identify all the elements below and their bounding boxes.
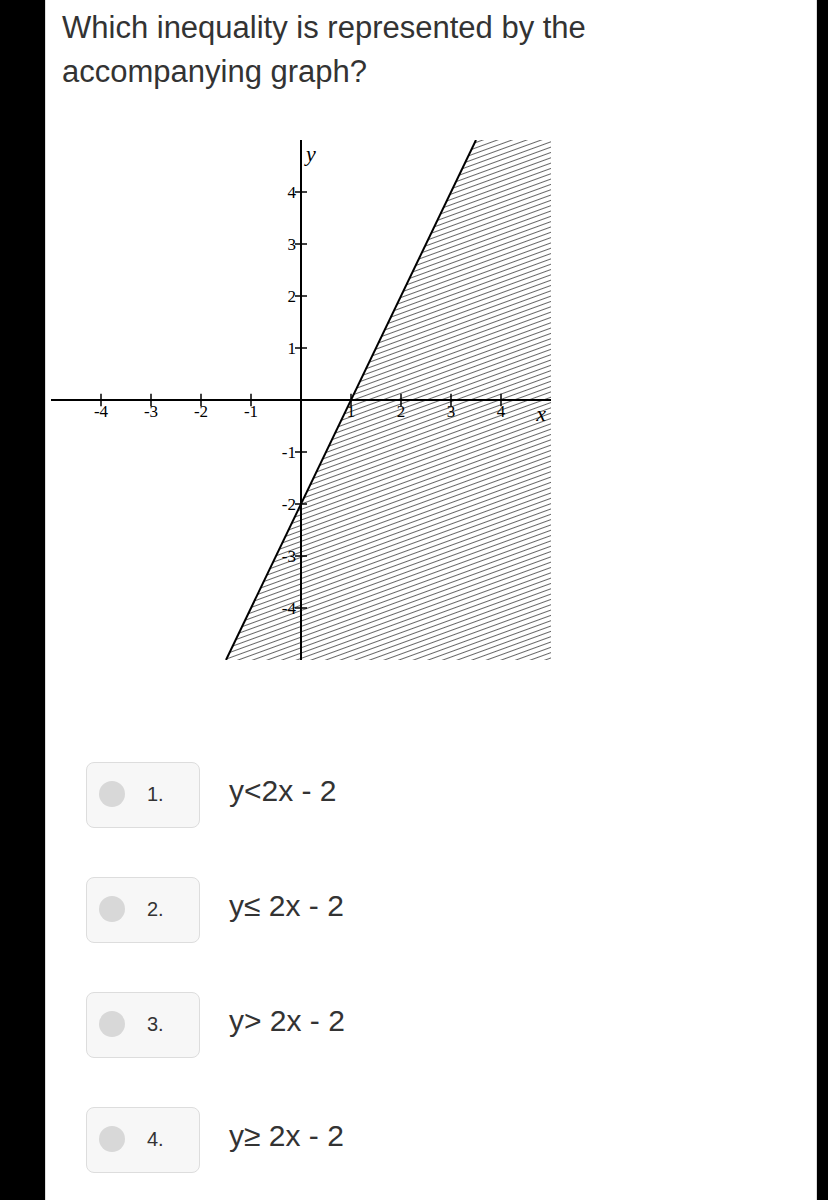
html-text:1.: 1. [147, 783, 164, 805]
svg-text:-2: -2 [194, 402, 208, 421]
svg-text:4: 4 [497, 402, 506, 421]
svg-text:-2: -2 [282, 495, 296, 514]
html-text:3.: 3. [147, 1013, 164, 1035]
svg-text:-3: -3 [282, 547, 296, 566]
svg-text:2: 2 [397, 402, 406, 421]
svg-text:-4: -4 [94, 402, 109, 421]
svg-text:3: 3 [288, 235, 297, 254]
svg-text:-1: -1 [244, 402, 258, 421]
svg-text:4: 4 [288, 183, 297, 202]
svg-text:y: y [304, 141, 316, 166]
svg-text:1: 1 [288, 339, 297, 358]
html-text:y≤ 2x - 2: y≤ 2x - 2 [229, 889, 344, 922]
svg-text:-4: -4 [282, 599, 297, 618]
svg-text:-1: -1 [282, 443, 296, 462]
svg-text:-3: -3 [144, 402, 158, 421]
html-text:4.: 4. [147, 1128, 164, 1150]
html-text:2.: 2. [147, 898, 164, 920]
html-text:Which inequality is represente: Which inequality is represented by the a… [62, 10, 586, 89]
html-text:y≥ 2x - 2: y≥ 2x - 2 [229, 1119, 344, 1152]
svg-text:x: x [535, 401, 546, 426]
svg-text:1: 1 [347, 402, 356, 421]
html-text:y<2x - 2: y<2x - 2 [229, 774, 337, 807]
html-text:y> 2x - 2: y> 2x - 2 [229, 1004, 345, 1037]
svg-text:2: 2 [288, 287, 297, 306]
svg-text:3: 3 [447, 402, 456, 421]
